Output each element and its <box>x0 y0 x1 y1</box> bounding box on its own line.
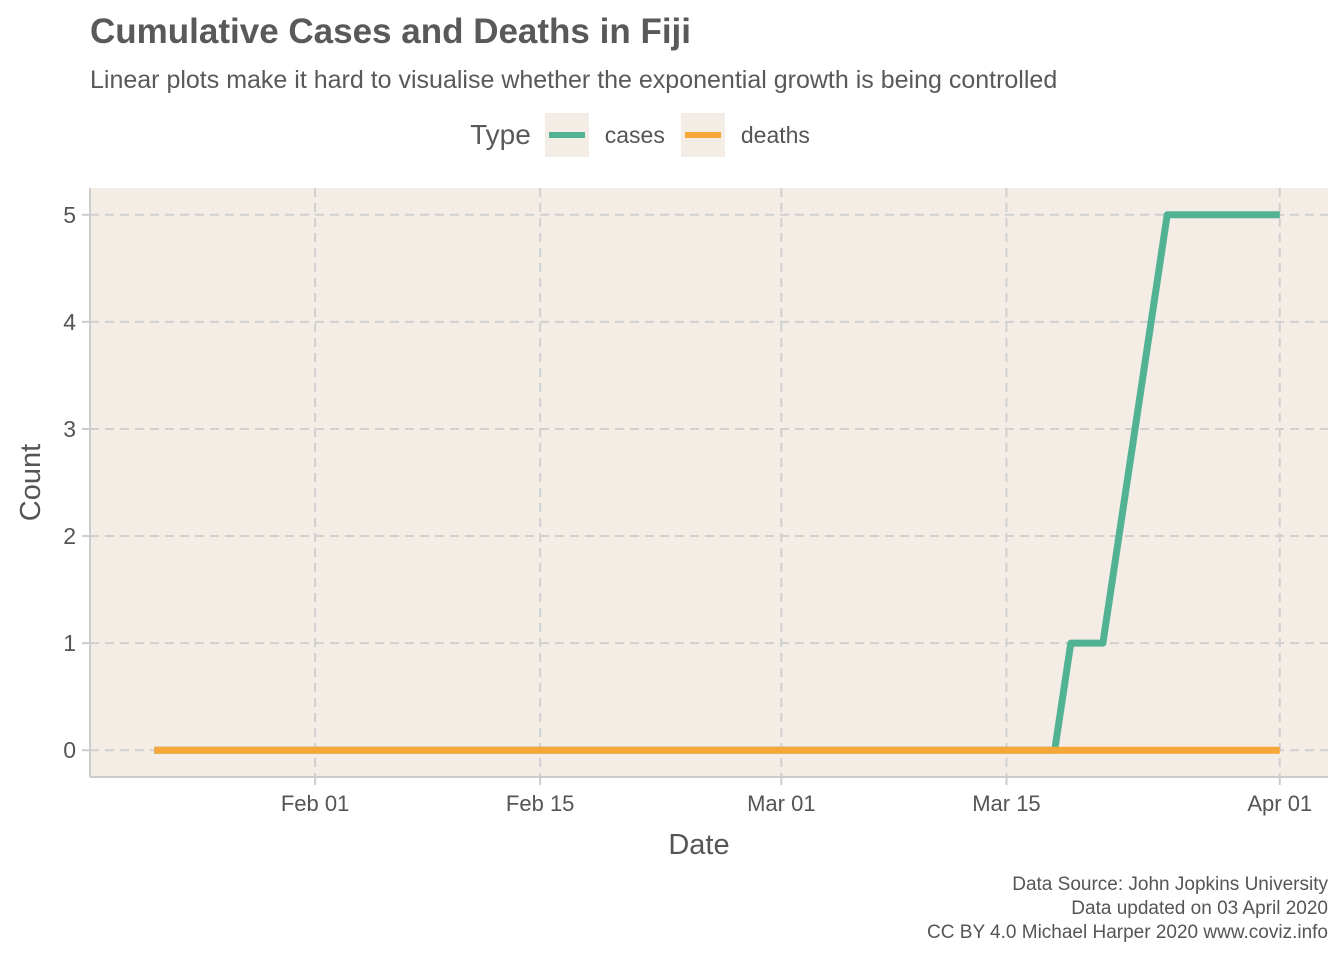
y-tick-label: 4 <box>63 309 76 335</box>
x-tick-label: Feb 01 <box>281 791 350 816</box>
legend-swatch-deaths <box>684 132 721 138</box>
legend-label-deaths: deaths <box>740 121 810 148</box>
y-tick-label: 3 <box>63 416 76 442</box>
legend-swatch-cases <box>548 132 585 138</box>
x-tick-label: Mar 01 <box>747 791 815 816</box>
chart-title: Cumulative Cases and Deaths in Fiji <box>90 12 691 51</box>
axes: 0 1 2 3 4 5 Feb 01 Feb 15 Mar 01 Mar 15 Apr 01 <box>63 188 1328 816</box>
series-lines <box>154 211 1280 754</box>
y-axis-label: Count <box>15 444 47 521</box>
caption: Data Source: John Jopkins University Dat… <box>927 873 1328 945</box>
y-tick-label: 5 <box>63 202 76 228</box>
y-tick-label: 2 <box>63 523 76 549</box>
legend-title: Type <box>470 119 531 150</box>
legend: Type cases deaths <box>0 112 1344 158</box>
y-tick-label: 0 <box>63 737 76 763</box>
panel-background <box>90 188 1328 777</box>
legend-item-cases: cases <box>544 113 665 157</box>
caption-license: CC BY 4.0 Michael Harper 2020 www.coviz.… <box>927 922 1328 943</box>
x-axis-label: Date <box>668 829 729 861</box>
caption-source: Data Source: John Jopkins University <box>1012 874 1328 895</box>
y-tick-label: 1 <box>63 630 76 656</box>
legend-key-deaths <box>680 113 725 157</box>
x-tick-label: Feb 15 <box>506 791 575 816</box>
x-tick-label: Mar 15 <box>972 791 1040 816</box>
caption-updated: Data updated on 03 April 2020 <box>1071 898 1328 919</box>
x-tick-label: Apr 01 <box>1247 791 1312 816</box>
legend-key-cases <box>544 113 589 157</box>
legend-item-deaths: deaths <box>680 113 810 157</box>
legend-label-cases: cases <box>604 121 665 148</box>
chart-subtitle: Linear plots make it hard to visualise w… <box>90 66 1058 94</box>
